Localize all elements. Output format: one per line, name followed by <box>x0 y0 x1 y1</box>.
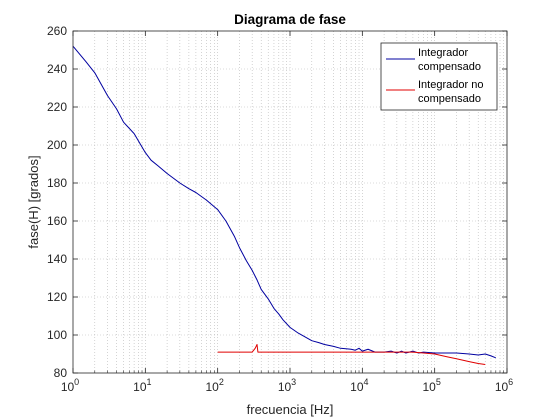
x-tick-label: 102 <box>205 377 223 394</box>
x-tick-label-base: 10 <box>495 380 509 394</box>
y-tick-label: 120 <box>47 290 67 304</box>
x-tick-label-exponent: 0 <box>74 377 79 387</box>
x-tick-label-base: 10 <box>61 380 75 394</box>
y-tick-label: 220 <box>47 100 67 114</box>
y-tick-label: 140 <box>47 252 67 266</box>
series-line-no-compensado <box>217 344 486 365</box>
y-tick-label: 100 <box>47 328 67 342</box>
x-tick-label-exponent: 3 <box>291 377 296 387</box>
y-axis-label: fase(H) [grados] <box>26 155 41 248</box>
y-tick-label: 240 <box>47 62 67 76</box>
x-tick-label: 103 <box>278 377 296 394</box>
legend-label-no-compensado-line2: compensado <box>418 93 481 105</box>
y-tick-labels: 80 100 120 140 160 180 200 220 240 260 <box>47 24 67 380</box>
x-tick-label: 101 <box>133 377 151 394</box>
grid <box>73 31 507 373</box>
x-tick-label: 104 <box>350 377 368 394</box>
x-tick-label-base: 10 <box>278 380 292 394</box>
chart-title: Diagrama de fase <box>234 12 346 27</box>
legend-label-compensado-line2: compensado <box>418 61 481 73</box>
x-tick-labels: 100 101 102 103 104 105 106 <box>61 377 513 394</box>
axis-ticks <box>72 30 508 374</box>
x-axis-label: frecuencia [Hz] <box>247 402 334 417</box>
y-tick-label: 160 <box>47 214 67 228</box>
x-tick-label-base: 10 <box>350 380 364 394</box>
x-tick-label: 105 <box>422 377 440 394</box>
x-tick-label-exponent: 1 <box>147 377 152 387</box>
y-tick-label: 200 <box>47 138 67 152</box>
legend: Integrador compensado Integrador no comp… <box>380 42 498 111</box>
x-tick-label-base: 10 <box>133 380 147 394</box>
x-tick-label: 106 <box>495 377 513 394</box>
legend-label-no-compensado-line1: Integrador no <box>418 79 483 91</box>
legend-label-compensado-line1: Integrador <box>418 47 468 59</box>
y-tick-label: 80 <box>54 366 68 380</box>
y-tick-label: 180 <box>47 176 67 190</box>
x-tick-label-exponent: 6 <box>508 377 513 387</box>
y-tick-label: 260 <box>47 24 67 38</box>
x-tick-label-exponent: 4 <box>364 377 369 387</box>
x-tick-label-exponent: 5 <box>436 377 441 387</box>
x-tick-label-base: 10 <box>422 380 436 394</box>
x-tick-label-exponent: 2 <box>219 377 224 387</box>
x-tick-label: 100 <box>61 377 79 394</box>
x-tick-label-base: 10 <box>205 380 219 394</box>
series-lines <box>72 45 496 365</box>
legend-box <box>380 42 498 111</box>
